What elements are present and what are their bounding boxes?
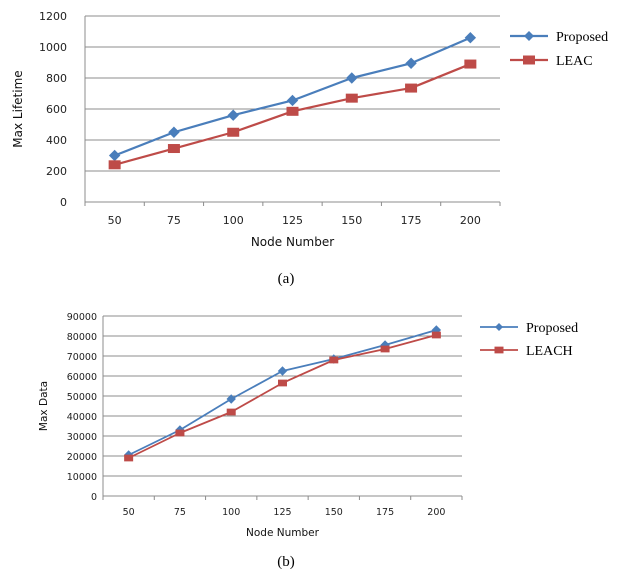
data-point <box>226 394 236 404</box>
y-axis-label: Max Data <box>38 381 50 431</box>
x-tick-label: 100 <box>223 214 244 227</box>
data-point <box>277 366 288 376</box>
y-tick-label: 400 <box>46 134 67 147</box>
data-point <box>278 379 287 387</box>
x-tick-label: 125 <box>273 507 291 518</box>
legend-marker <box>494 346 504 354</box>
data-point <box>124 454 134 462</box>
x-tick-label: 100 <box>222 507 240 518</box>
data-point <box>286 106 299 116</box>
legend-marker <box>523 55 535 65</box>
data-point <box>108 160 121 170</box>
chart-a: 0 200 400 600 800 1000 1200 50 75 100 125 150 175 200… <box>11 10 608 287</box>
y-tick-label: 90000 <box>67 312 97 323</box>
data-point <box>286 94 299 107</box>
y-tick-label: 20000 <box>67 452 97 463</box>
x-tick-label: 50 <box>108 214 122 227</box>
y-tick-label: 40000 <box>67 412 97 423</box>
x-tick-label: 200 <box>427 507 445 518</box>
figure-caption: (a) <box>278 271 295 287</box>
x-tick-label: 50 <box>123 507 135 518</box>
x-tick-label: 150 <box>341 214 362 227</box>
data-point <box>464 31 477 44</box>
data-point <box>175 429 185 437</box>
x-tick-label: 125 <box>282 214 303 227</box>
data-point <box>345 93 358 103</box>
data-point <box>431 331 441 339</box>
y-axis-label: Max Lifetime <box>11 70 25 147</box>
data-point <box>329 356 339 364</box>
x-axis-label: Node Number <box>251 235 334 249</box>
y-tick-label: 600 <box>46 103 67 116</box>
data-point <box>168 126 180 138</box>
data-point <box>226 408 236 416</box>
y-tick-label: 80000 <box>67 332 97 343</box>
data-point <box>346 72 358 84</box>
x-tick-label: 75 <box>174 507 186 518</box>
y-tick-label: 1000 <box>39 41 67 54</box>
legend-label: LEAC <box>556 54 593 69</box>
data-point <box>108 149 121 162</box>
y-tick-label: 60000 <box>67 372 97 383</box>
y-tick-label: 800 <box>46 72 67 85</box>
y-tick-label: 0 <box>60 196 67 209</box>
y-tick-label: 30000 <box>67 432 97 443</box>
x-tick-label: 150 <box>325 507 343 518</box>
data-point <box>227 109 239 121</box>
y-tick-label: 70000 <box>67 352 97 363</box>
y-tick-label: 1200 <box>39 10 67 23</box>
x-tick-label: 175 <box>401 214 422 227</box>
chart-b: 0 10000 20000 30000 40000 50000 60000 70000 8000… <box>38 312 578 569</box>
y-tick-label: 200 <box>46 165 67 178</box>
y-tick-label: 10000 <box>67 472 97 483</box>
y-tick-label: 50000 <box>67 392 97 403</box>
series-line <box>128 334 437 459</box>
x-tick-label: 200 <box>460 214 481 227</box>
legend-marker <box>524 31 534 41</box>
data-point <box>167 144 180 154</box>
data-point <box>405 83 418 93</box>
data-point <box>464 59 477 69</box>
legend-label: LEACH <box>526 344 573 359</box>
x-tick-label: 75 <box>167 214 181 227</box>
data-point <box>405 57 417 69</box>
legend-marker <box>495 323 503 331</box>
data-point <box>227 127 240 137</box>
data-point <box>380 345 390 353</box>
x-tick-label: 175 <box>376 507 394 518</box>
legend-label: Proposed <box>526 321 578 336</box>
x-axis-label: Node Number <box>246 527 320 539</box>
y-tick-label: 0 <box>91 492 97 503</box>
figure-caption: (b) <box>277 554 295 569</box>
legend-label: Proposed <box>556 30 608 45</box>
